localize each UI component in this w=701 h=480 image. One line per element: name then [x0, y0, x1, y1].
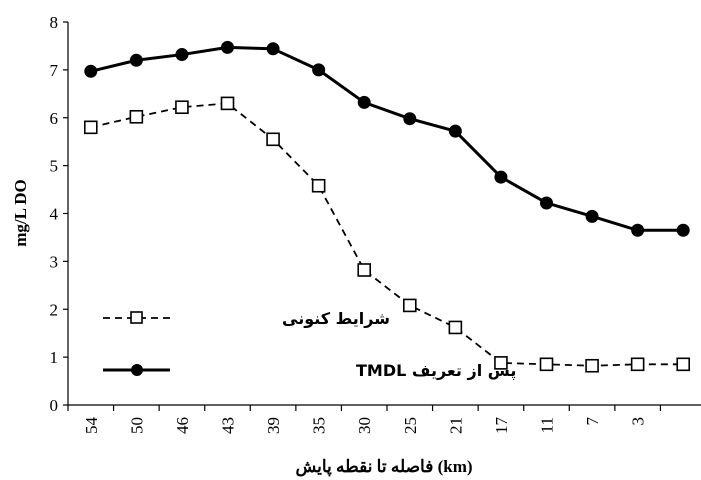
series-line: [90, 102, 684, 367]
y-tick-label: 5: [50, 157, 59, 176]
data-point: [540, 196, 553, 210]
data-point: [630, 357, 645, 372]
x-tick-label: 11: [538, 417, 557, 433]
series-line: [90, 45, 684, 232]
legend-item-tmdl: پس از تعریف TMDL: [103, 361, 516, 381]
data-point: [312, 63, 326, 77]
x-tick-label: 54: [82, 417, 101, 435]
legend-label-tmdl: پس از تعریف TMDL: [356, 361, 516, 381]
series-layer: [83, 40, 691, 373]
data-point: [83, 120, 98, 135]
axes: [67, 22, 701, 406]
x-tick-label: 7: [583, 417, 602, 426]
x-tick-label: 50: [127, 417, 146, 434]
y-tick-label: 3: [50, 252, 59, 271]
data-point: [129, 53, 143, 67]
data-point: [221, 40, 234, 54]
series-1: [84, 40, 690, 237]
y-axis-title: mg/L DO: [11, 179, 30, 247]
data-point: [676, 223, 690, 237]
legend-marker-circle: [131, 364, 143, 376]
data-point: [311, 178, 326, 193]
data-point: [403, 112, 417, 126]
data-point: [175, 48, 189, 62]
x-axis-ticks: 54 50 46 43 39 35 30 25 21 17 11 7 3: [67, 405, 662, 435]
y-tick-label: 6: [50, 109, 59, 128]
data-point: [585, 358, 599, 373]
y-tick-label: 2: [50, 300, 59, 319]
x-tick-label: 35: [310, 417, 329, 434]
data-point: [494, 356, 508, 370]
data-point: [84, 64, 98, 78]
data-point: [585, 209, 599, 223]
x-tick-label: 25: [401, 417, 420, 434]
x-tick-label: 39: [264, 417, 283, 434]
legend-label-current: شرایط کنونی: [282, 309, 390, 328]
x-tick-label: 3: [629, 417, 648, 426]
data-point: [357, 95, 371, 109]
data-point: [448, 124, 462, 138]
x-tick-label: 30: [355, 417, 374, 434]
data-point: [175, 100, 189, 115]
x-tick-label: 17: [492, 417, 511, 435]
data-point: [266, 132, 280, 147]
series-0: [83, 96, 691, 373]
data-point: [220, 96, 235, 111]
y-axis-ticks: 0 1 2 3 4 5 6 7 8: [50, 13, 68, 415]
x-tick-label: 43: [219, 417, 238, 434]
data-point: [402, 298, 417, 313]
y-tick-label: 8: [50, 13, 59, 32]
y-tick-label: 0: [50, 396, 59, 415]
legend-marker-square: [130, 311, 143, 324]
x-tick-label: 21: [446, 417, 465, 434]
legend: شرایط کنونی پس از تعریف TMDL: [103, 309, 516, 381]
x-tick-label: 46: [173, 417, 192, 434]
x-axis-title: فاصله تا نقطه پایش (km): [295, 457, 472, 477]
data-point: [129, 109, 144, 124]
data-point: [539, 357, 554, 372]
data-point: [448, 320, 463, 335]
data-point: [357, 263, 372, 277]
data-point: [676, 357, 691, 372]
data-point: [631, 223, 645, 237]
legend-item-current: شرایط کنونی: [103, 309, 390, 328]
data-point: [266, 42, 280, 56]
y-tick-label: 4: [50, 205, 59, 224]
y-tick-label: 7: [50, 61, 59, 80]
data-point: [494, 170, 508, 184]
y-tick-label: 1: [50, 348, 59, 367]
